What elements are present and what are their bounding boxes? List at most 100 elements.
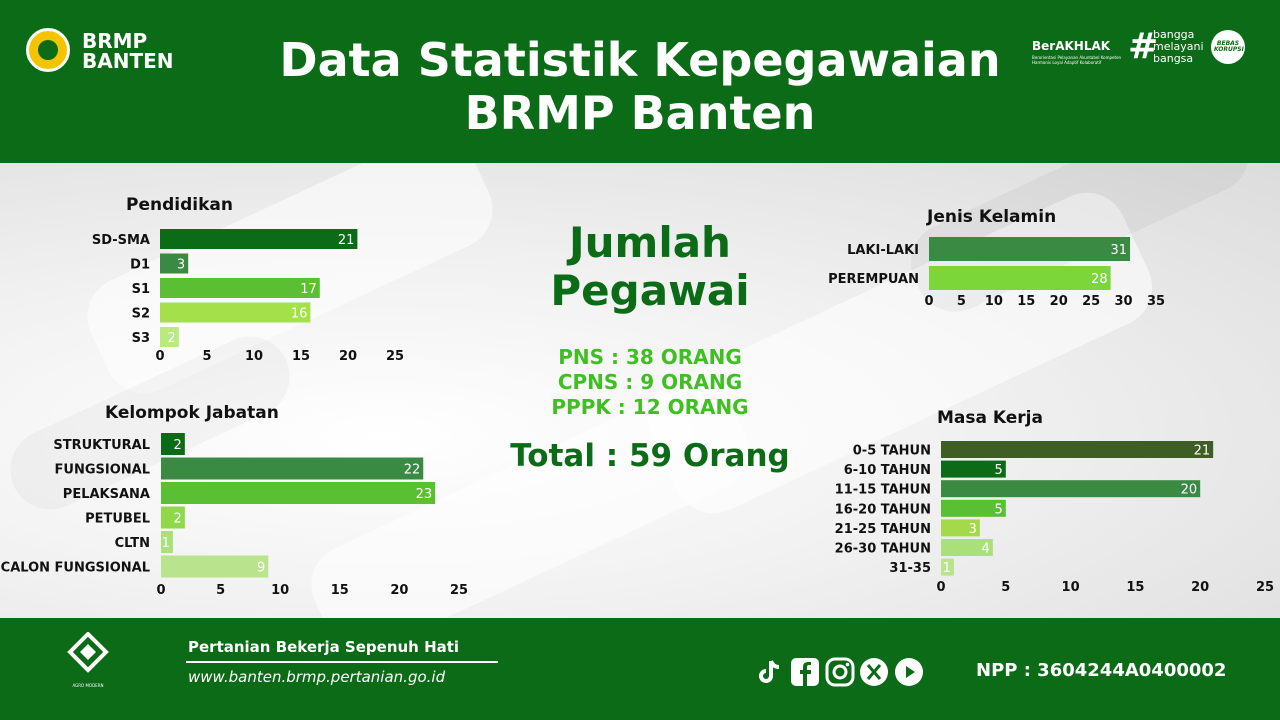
category-label: SD-SMA xyxy=(92,233,150,248)
category-label: CLTN xyxy=(115,536,150,551)
data-label: 23 xyxy=(416,487,433,502)
instagram-icon[interactable] xyxy=(824,656,856,688)
bar xyxy=(160,278,320,298)
category-label: FUNGSIONAL xyxy=(55,463,150,478)
footer-banner xyxy=(0,618,1280,720)
bar xyxy=(160,327,179,347)
page-title-line2: BRMP Banten xyxy=(464,86,816,140)
data-label: 5 xyxy=(995,463,1003,478)
bar xyxy=(941,539,993,556)
bar xyxy=(929,237,1131,261)
tiktok-icon[interactable] xyxy=(754,656,786,688)
tick-label: 10 xyxy=(985,294,1003,309)
x-icon[interactable] xyxy=(858,656,890,688)
bar xyxy=(161,482,436,504)
berakhlak-logo: BerAKHLAK xyxy=(1032,39,1111,53)
data-label: 3 xyxy=(969,522,977,537)
bar xyxy=(941,460,1006,478)
hashtag-icon: # xyxy=(1128,26,1159,67)
category-label: 16-20 TAHUN xyxy=(835,502,931,517)
data-label: 1 xyxy=(943,561,951,576)
bar xyxy=(929,266,1111,290)
category-label: PETUBEL xyxy=(85,512,150,527)
tick-label: 20 xyxy=(1050,294,1068,309)
category-label: S3 xyxy=(132,331,150,346)
bar xyxy=(941,519,980,537)
tick-label: 20 xyxy=(339,349,357,364)
tick-label: 0 xyxy=(924,294,933,309)
tick-label: 0 xyxy=(936,580,945,595)
chart-title: Jenis Kelamin xyxy=(926,207,1056,227)
tick-label: 25 xyxy=(450,583,468,598)
data-label: 21 xyxy=(338,233,355,248)
website-url[interactable]: www.banten.brmp.pertanian.go.id xyxy=(188,668,446,686)
bebas-korupsi-badge: BEBAS KORUPSI xyxy=(1211,30,1245,64)
tick-label: 0 xyxy=(156,583,165,598)
data-label: 22 xyxy=(404,463,421,478)
category-label: 31-35 xyxy=(889,561,931,576)
brmp-logo-icon xyxy=(26,28,70,72)
tick-label: 20 xyxy=(390,583,408,598)
category-label: PEREMPUAN xyxy=(828,272,919,287)
bar xyxy=(941,558,954,576)
chart-title: Kelompok Jabatan xyxy=(105,403,279,423)
brand-line2: BANTEN xyxy=(82,49,174,73)
bar xyxy=(941,499,1006,517)
tick-label: 20 xyxy=(1191,580,1209,595)
chart-title: Pendidikan xyxy=(126,195,233,215)
chart-title: Masa Kerja xyxy=(937,408,1043,428)
category-label: CALON FUNGSIONAL xyxy=(1,561,150,576)
data-label: 2 xyxy=(174,438,182,453)
category-label: STRUKTURAL xyxy=(53,438,150,453)
data-label: 1 xyxy=(162,536,170,551)
tick-label: 25 xyxy=(386,349,404,364)
agro-modern-logo-icon xyxy=(67,632,109,673)
page-title-line1: Data Statistik Kepegawaian xyxy=(279,33,1001,87)
bar xyxy=(161,531,173,553)
data-label: 2 xyxy=(168,331,176,346)
bangga-melayani-bangsa: bangga melayani bangsa xyxy=(1153,29,1204,65)
cpns-count: CPNS : 9 ORANG xyxy=(557,370,743,394)
slogan-divider xyxy=(186,661,498,663)
category-label: 11-15 TAHUN xyxy=(835,483,931,498)
data-label: 9 xyxy=(257,561,265,576)
bar xyxy=(161,433,185,455)
category-label: 0-5 TAHUN xyxy=(853,444,931,459)
category-label: D1 xyxy=(130,258,150,273)
tick-label: 25 xyxy=(1082,294,1100,309)
summary-title-line1: Jumlah xyxy=(569,218,731,267)
brand-line1: BRMP xyxy=(82,29,148,53)
bar xyxy=(941,480,1201,498)
data-label: 17 xyxy=(300,282,317,297)
npp-number: NPP : 3604244A0400002 xyxy=(976,660,1227,681)
bar xyxy=(161,506,185,529)
bar xyxy=(161,457,424,480)
youtube-icon[interactable] xyxy=(893,656,925,688)
bar xyxy=(161,555,269,578)
tick-label: 15 xyxy=(331,583,349,598)
slogan: Pertanian Bekerja Sepenuh Hati xyxy=(188,638,460,656)
bar xyxy=(941,441,1214,458)
tick-label: 25 xyxy=(1256,580,1274,595)
data-label: 5 xyxy=(995,502,1003,517)
data-label: 31 xyxy=(1111,243,1128,258)
bar xyxy=(160,229,358,249)
data-label: 20 xyxy=(1181,483,1198,498)
tick-label: 5 xyxy=(216,583,225,598)
tick-label: 35 xyxy=(1147,294,1165,309)
tick-label: 15 xyxy=(1126,580,1144,595)
total-count: Total : 59 Orang xyxy=(510,438,790,474)
tick-label: 5 xyxy=(202,349,211,364)
berakhlak-subtitle: Berorientasi Pelayanan Akuntabel Kompete… xyxy=(1032,55,1122,65)
facebook-icon[interactable] xyxy=(789,656,821,688)
tick-label: 5 xyxy=(957,294,966,309)
bangga-word: bangga xyxy=(1153,28,1195,41)
category-label: 26-30 TAHUN xyxy=(835,542,931,557)
bar xyxy=(160,302,311,323)
category-label: S2 xyxy=(132,307,150,322)
agro-modern-text: AGRO MODERN xyxy=(72,683,104,688)
tick-label: 10 xyxy=(271,583,289,598)
bar xyxy=(160,253,189,274)
category-label: 21-25 TAHUN xyxy=(835,522,931,537)
